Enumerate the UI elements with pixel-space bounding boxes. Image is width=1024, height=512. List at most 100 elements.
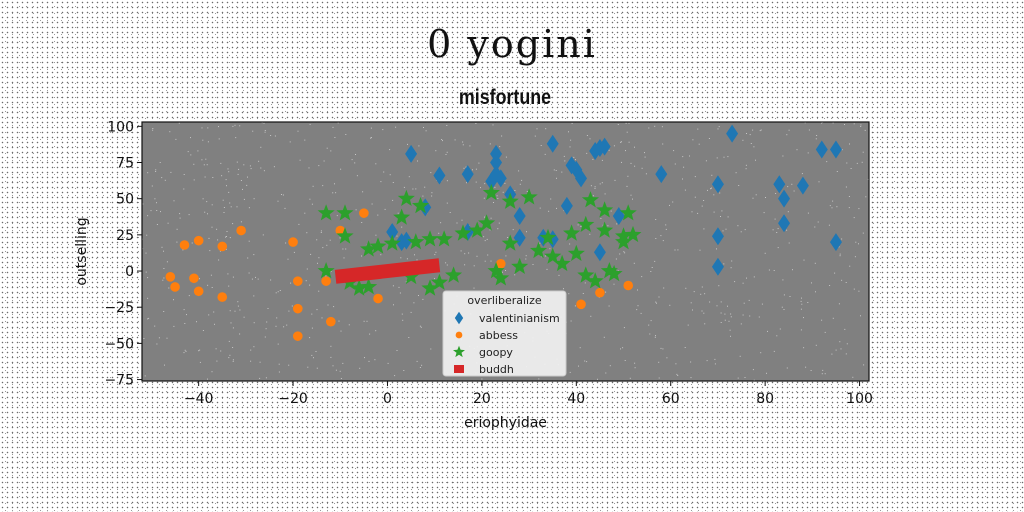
legend-item-abbess: abbess [455,329,518,342]
data-point-goopy [567,244,585,261]
data-point-goopy [501,234,519,251]
data-points [142,122,869,382]
data-point-goopy [619,204,637,221]
data-point-goopy [487,262,505,279]
data-point-valentinianism [560,196,573,215]
data-point-valentinianism [546,134,559,153]
legend-swatch [453,345,465,358]
series-buddh [334,258,441,284]
data-point-valentinianism [711,257,724,276]
data-point-goopy [600,262,618,279]
data-point-goopy [596,201,614,218]
data-point-abbess [189,273,199,284]
y-tick-label: 0 [125,264,134,280]
y-tick-label: 75 [116,156,134,172]
data-point-abbess [236,225,246,236]
legend-label: valentinianism [479,312,560,325]
data-point-goopy [530,241,548,259]
legend-item-buddh: buddh [454,363,514,376]
legend-swatch [454,365,464,373]
data-point-valentinianism [433,166,446,185]
x-axis-ticks: −40 −20 0 20 40 60 80 100 [184,381,873,407]
plot-frame [141,121,870,382]
data-point-abbess [576,299,586,310]
data-point-goopy [577,215,595,232]
data-point-goopy [421,279,439,296]
data-point-goopy [402,267,420,285]
data-point-valentinianism [726,124,739,143]
data-point-goopy [435,230,453,247]
y-tick-label: 50 [116,192,134,208]
data-point-goopy [393,208,411,225]
data-point-goopy [336,204,354,221]
data-point-abbess [359,208,369,218]
x-tick-label: −40 [184,391,214,407]
data-point-goopy [369,237,387,254]
data-point-valentinianism [778,214,791,233]
data-point-goopy [581,191,599,208]
y-tick-label: −75 [104,373,134,389]
x-tick-label: 100 [846,391,873,407]
legend-label: buddh [479,363,514,376]
data-point-goopy [482,183,500,201]
x-tick-label: 20 [473,391,491,407]
data-point-valentinianism [513,207,526,226]
legend-label: abbess [479,329,518,342]
y-tick-label: 25 [116,228,134,244]
data-point-valentinianism [494,169,507,188]
data-point-goopy [336,227,354,244]
data-point-goopy [501,192,519,209]
x-tick-label: −20 [278,391,308,407]
y-tick-label: −25 [104,300,134,316]
data-point-abbess [292,276,303,286]
figure-supertitle: 0 yogini [427,22,597,66]
data-point-valentinianism [386,222,399,241]
legend-box [442,290,567,377]
y-tick-label: −50 [104,336,134,352]
data-point-goopy [596,221,614,238]
data-point-goopy [468,221,486,238]
data-point-abbess [595,287,605,298]
data-point-goopy [407,233,425,250]
data-point-goopy [511,257,529,274]
data-point-valentinianism [575,169,588,188]
y-tick-label: 100 [107,119,134,135]
data-point-abbess [335,225,346,236]
x-tick-label: 40 [567,391,585,407]
data-point-goopy [421,230,439,247]
data-point-valentinianism [778,189,791,208]
data-point-valentinianism [405,144,418,163]
x-axis-label: eriophyidae [464,415,547,431]
data-point-abbess [326,316,336,327]
data-point-goopy [544,247,562,264]
data-point-goopy [360,240,378,257]
data-point-goopy [577,266,595,283]
data-point-goopy [350,279,368,296]
data-point-goopy [492,269,510,286]
data-point-goopy [563,224,581,241]
chart-title: misfortune [458,86,552,109]
series-goopy [317,183,642,296]
data-point-abbess [288,237,298,247]
data-point-goopy [605,264,623,282]
legend-label: goopy [479,346,513,359]
data-point-valentinianism [711,175,724,194]
data-point-valentinianism [796,176,809,195]
data-point-valentinianism [655,165,668,184]
data-point-valentinianism [593,243,606,262]
legend-swatch [455,331,463,339]
data-point-abbess [373,293,383,304]
data-point-goopy [412,196,430,214]
data-point-goopy [478,214,496,231]
series-buddh-line [334,258,441,284]
x-tick-label: 0 [383,391,392,407]
data-point-goopy [317,204,335,221]
data-point-valentinianism [711,227,724,246]
data-point-goopy [586,272,604,289]
data-point-abbess [495,258,506,269]
data-point-valentinianism [773,175,786,194]
data-point-valentinianism [598,137,611,156]
plot-texture [142,122,869,382]
data-point-goopy [539,228,557,245]
